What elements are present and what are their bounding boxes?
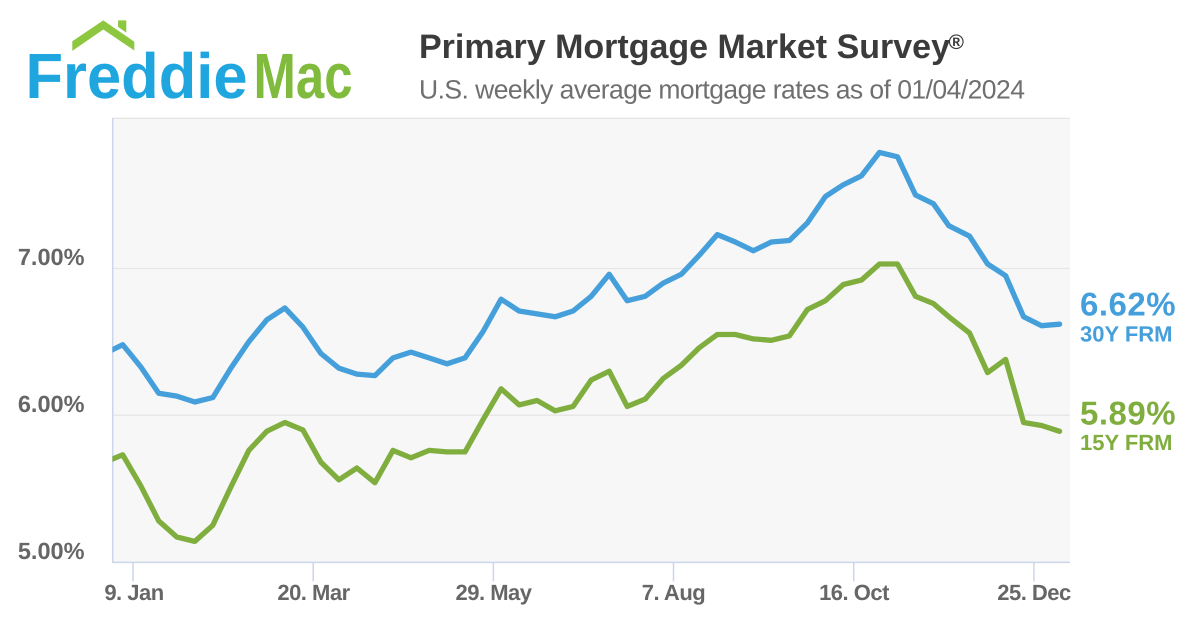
svg-text:9. Jan: 9. Jan	[104, 580, 163, 605]
svg-text:Freddie: Freddie	[26, 40, 248, 112]
svg-text:7. Aug: 7. Aug	[642, 580, 705, 605]
svg-text:U.S. weekly average mortgage r: U.S. weekly average mortgage rates as of…	[419, 75, 1024, 105]
svg-text:®: ®	[949, 31, 965, 54]
svg-text:30Y FRM: 30Y FRM	[1080, 322, 1173, 347]
svg-text:20. Mar: 20. Mar	[277, 580, 350, 605]
svg-text:7.00%: 7.00%	[18, 244, 85, 270]
svg-text:6.62%: 6.62%	[1080, 286, 1176, 323]
svg-text:Primary Mortgage Market Survey: Primary Mortgage Market Survey	[419, 28, 950, 66]
svg-text:16. Oct: 16. Oct	[819, 580, 890, 605]
svg-text:Mac: Mac	[254, 40, 353, 112]
svg-text:6.00%: 6.00%	[18, 391, 85, 417]
svg-text:5.89%: 5.89%	[1080, 394, 1176, 431]
svg-text:25. Dec: 25. Dec	[997, 580, 1071, 605]
svg-text:5.00%: 5.00%	[18, 538, 85, 564]
svg-text:29. May: 29. May	[456, 580, 533, 605]
svg-text:15Y FRM: 15Y FRM	[1080, 430, 1173, 455]
